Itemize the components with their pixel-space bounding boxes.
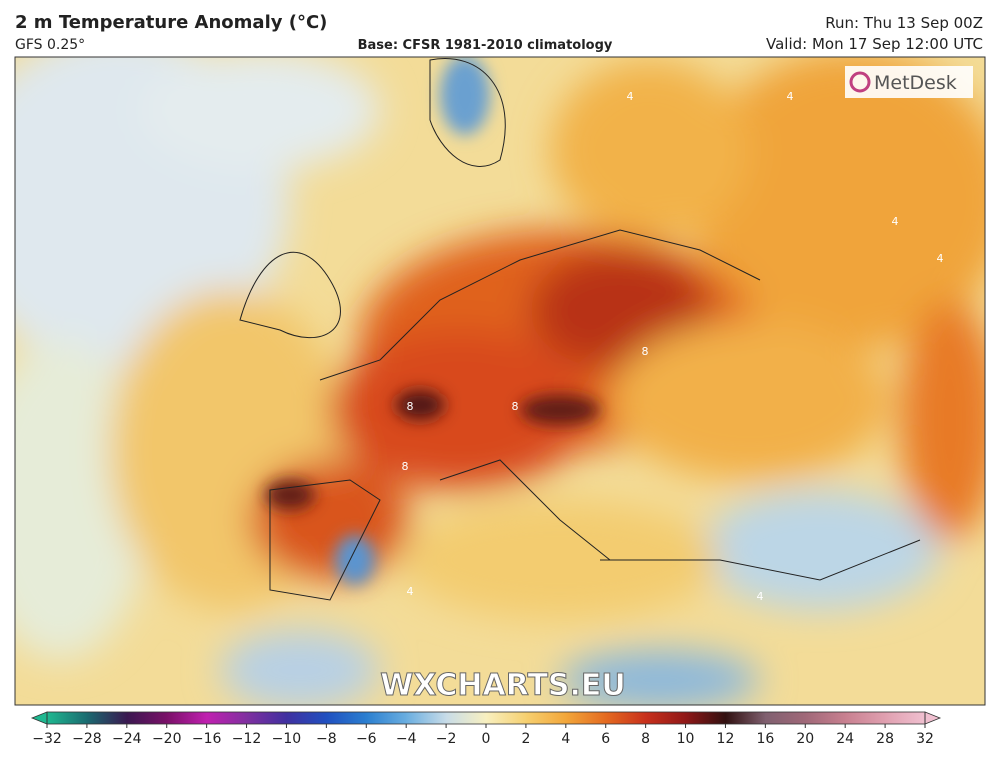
logo-icon	[849, 71, 871, 93]
colorbar-segment	[805, 712, 846, 724]
watermark: WXCHARTS.EU	[380, 668, 626, 703]
colorbar-segment	[446, 712, 487, 724]
contour-label: 4	[407, 585, 414, 598]
colorbar-segment	[685, 712, 726, 724]
contour-label: 4	[892, 215, 899, 228]
colorbar-end	[924, 711, 942, 725]
colorbar-segment	[565, 712, 607, 724]
colorbar-tick-label: 24	[836, 731, 854, 747]
colorbar-segment	[406, 712, 447, 724]
contour-label: 8	[642, 345, 649, 358]
logo-box	[845, 66, 973, 98]
colorbar-tick-label: 8	[641, 731, 650, 747]
base: Base: CFSR 1981-2010 climatology	[358, 38, 613, 53]
colorbar-tick-label: −20	[152, 731, 182, 747]
colorbar-tick-label: 0	[482, 731, 491, 747]
colorbar-end	[30, 711, 48, 725]
colorbar-tick-label: 32	[916, 731, 934, 747]
colorbar-tick-label: −10	[272, 731, 302, 747]
colorbar-segment	[286, 712, 327, 724]
colorbar-segment	[47, 712, 88, 724]
contour-label: 4	[757, 590, 764, 603]
colorbar-tick-label: −28	[72, 731, 102, 747]
contour-labels: 4 4 4 4 8 8 8 8 4 4	[402, 90, 944, 603]
colorbar-segment	[326, 712, 367, 724]
colorbar-tick-label: 12	[717, 731, 735, 747]
colorbar-segment	[765, 712, 806, 724]
colorbar-segment	[645, 712, 687, 724]
colorbar-tick-label: −4	[396, 731, 417, 747]
contour-label: 8	[512, 400, 519, 413]
map-field	[15, 57, 985, 705]
colorbar: −32 −28 −24 −20 −16 −12 −10 −8 −6 −4 −2 0 2 4 6 8 10 12 16…	[30, 711, 942, 747]
contour-label: 8	[407, 400, 414, 413]
colorbar-segment	[845, 712, 886, 724]
colorbar-tick-label: −12	[232, 731, 262, 747]
contour-label: 8	[402, 460, 409, 473]
colorbar-tick-label: 2	[521, 731, 530, 747]
colorbar-segment	[885, 712, 926, 724]
colorbar-segment	[605, 712, 647, 724]
colorbar-segment	[86, 712, 128, 724]
run: Run: Thu 13 Sep 00Z	[825, 14, 983, 32]
contour-label: 4	[627, 90, 634, 103]
colorbar-tick-label: −8	[316, 731, 337, 747]
colorbar-tick-label: −32	[32, 731, 62, 747]
logo: MetDesk	[874, 72, 957, 94]
colorbar-segment	[246, 712, 287, 724]
colorbar-tick-label: 4	[561, 731, 570, 747]
colorbar-tick-label: 28	[876, 731, 894, 747]
colorbar-segment	[126, 712, 168, 724]
contour-label: 4	[787, 90, 794, 103]
colorbar-tick-label: 20	[796, 731, 814, 747]
colorbar-tick-label: 10	[677, 731, 695, 747]
map-frame	[14, 56, 986, 706]
colorbar-tick-label: −16	[192, 731, 222, 747]
title: 2 m Temperature Anomaly (°C)	[15, 12, 327, 33]
colorbar-segment	[366, 712, 407, 724]
colorbar-segment	[206, 712, 248, 724]
colorbar-tick-label: −2	[436, 731, 457, 747]
colorbar-tick-label: −24	[112, 731, 142, 747]
colorbar-segment	[725, 712, 766, 724]
model: GFS 0.25°	[15, 37, 85, 53]
colorbar-tick-label: 6	[601, 731, 610, 747]
colorbar-tick-label: −6	[356, 731, 377, 747]
colorbar-tick-label: 16	[756, 731, 774, 747]
colorbar-segment	[525, 712, 567, 724]
contour-label: 4	[937, 252, 944, 265]
valid: Valid: Mon 17 Sep 12:00 UTC	[766, 35, 983, 53]
colorbar-segment	[166, 712, 208, 724]
colorbar-segment	[486, 712, 527, 724]
